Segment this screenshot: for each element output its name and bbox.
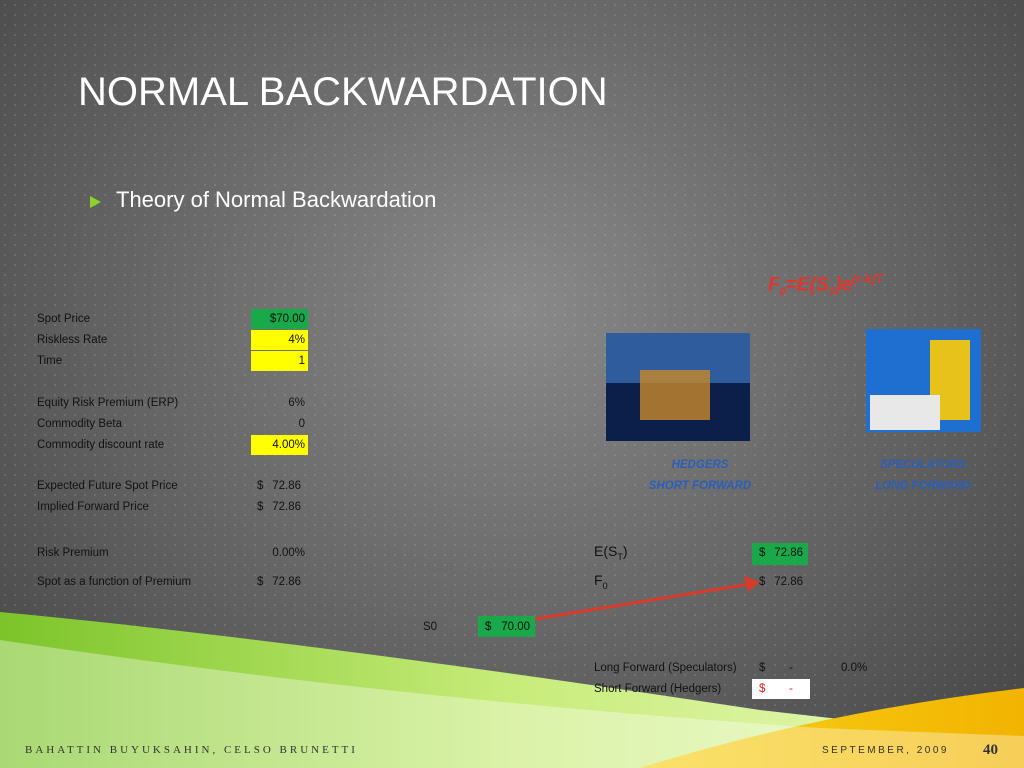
value: 70.00 xyxy=(501,621,530,633)
row-value: $70.00 xyxy=(269,313,305,325)
f0-label: F0 xyxy=(594,572,608,591)
row-value: 4.00% xyxy=(272,439,305,451)
label: ) xyxy=(622,543,628,559)
formula-sub: 0 xyxy=(779,286,786,299)
row-value: 4% xyxy=(288,334,305,346)
refinery-lights xyxy=(640,370,710,420)
pct: 0.0% xyxy=(841,662,868,674)
formula-part: =E(S xyxy=(785,274,829,296)
footer-authors: BAHATTIN BUYUKSAHIN, CELSO BRUNETTI xyxy=(25,744,358,756)
formula-sub: T xyxy=(828,286,836,299)
row-label: Expected Future Spot Price xyxy=(37,480,178,492)
est-label: E(ST) xyxy=(594,543,628,562)
cell-highlight xyxy=(251,435,308,455)
sub: T xyxy=(617,551,623,562)
label: E(S xyxy=(594,543,618,559)
people xyxy=(870,395,940,430)
long-label: Long Forward (Speculators) xyxy=(594,662,737,674)
currency: $ xyxy=(257,480,264,492)
cell-green xyxy=(752,543,808,565)
arrow-head xyxy=(744,576,760,592)
row-label: Risk Premium xyxy=(37,547,109,559)
row-value: 1 xyxy=(298,355,305,367)
value: 72.86 xyxy=(774,547,803,559)
row-value: 72.86 xyxy=(272,501,301,513)
image-caption: SPECULATORS xyxy=(880,459,966,471)
short-label: Short Forward (Hedgers) xyxy=(594,683,722,695)
currency: $ xyxy=(485,621,492,633)
footer-date: SEPTEMBER, 2009 xyxy=(822,745,949,756)
cell-green xyxy=(478,616,535,637)
formula-part: F xyxy=(768,274,780,296)
row-label: Spot as a function of Premium xyxy=(37,576,192,588)
row-label: Spot Price xyxy=(37,313,91,325)
currency: $ xyxy=(759,662,766,674)
image-caption: LONG FORWARD xyxy=(875,480,971,492)
green-swoosh xyxy=(0,612,1024,768)
cell-white xyxy=(752,679,810,699)
value: - xyxy=(789,662,793,674)
value: - xyxy=(789,683,793,695)
sub: 0 xyxy=(602,580,608,591)
row-value: 72.86 xyxy=(272,480,301,492)
page-number: 40 xyxy=(983,742,998,758)
swoosh-highlight xyxy=(0,640,1024,768)
label: F xyxy=(594,572,603,588)
row-label: Implied Forward Price xyxy=(37,501,149,513)
currency: $ xyxy=(257,576,264,588)
s0-label: S0 xyxy=(423,621,438,633)
row-value: 0 xyxy=(298,418,305,430)
image-caption: SHORT FORWARD xyxy=(648,480,752,492)
formula-exp: (r-k)T xyxy=(852,272,883,286)
bullet-marker xyxy=(90,196,101,208)
currency: $ xyxy=(759,576,766,588)
image-caption: HEDGERS xyxy=(671,459,729,471)
slide-title: NORMAL BACKWARDATION xyxy=(78,70,608,114)
yellow-swoosh xyxy=(640,688,1024,768)
value: 72.86 xyxy=(774,576,803,588)
row-value: 6% xyxy=(288,397,305,409)
formula-part: )e xyxy=(835,274,853,296)
cell-highlight xyxy=(251,309,308,329)
cell-highlight xyxy=(251,330,308,350)
row-label: Commodity discount rate xyxy=(37,439,165,451)
cell-highlight xyxy=(251,351,308,371)
row-value: 72.86 xyxy=(272,576,301,588)
row-label: Commodity Beta xyxy=(37,418,123,430)
row-label: Equity Risk Premium (ERP) xyxy=(37,397,179,409)
row-label: Riskless Rate xyxy=(37,334,108,346)
currency: $ xyxy=(257,501,264,513)
row-value: 0.00% xyxy=(272,547,305,559)
currency: $ xyxy=(759,683,766,695)
row-label: Time xyxy=(37,355,63,367)
bullet-text: Theory of Normal Backwardation xyxy=(116,187,437,212)
currency: $ xyxy=(759,547,766,559)
formula: F0=E(ST)e(r-k)T xyxy=(768,272,883,298)
